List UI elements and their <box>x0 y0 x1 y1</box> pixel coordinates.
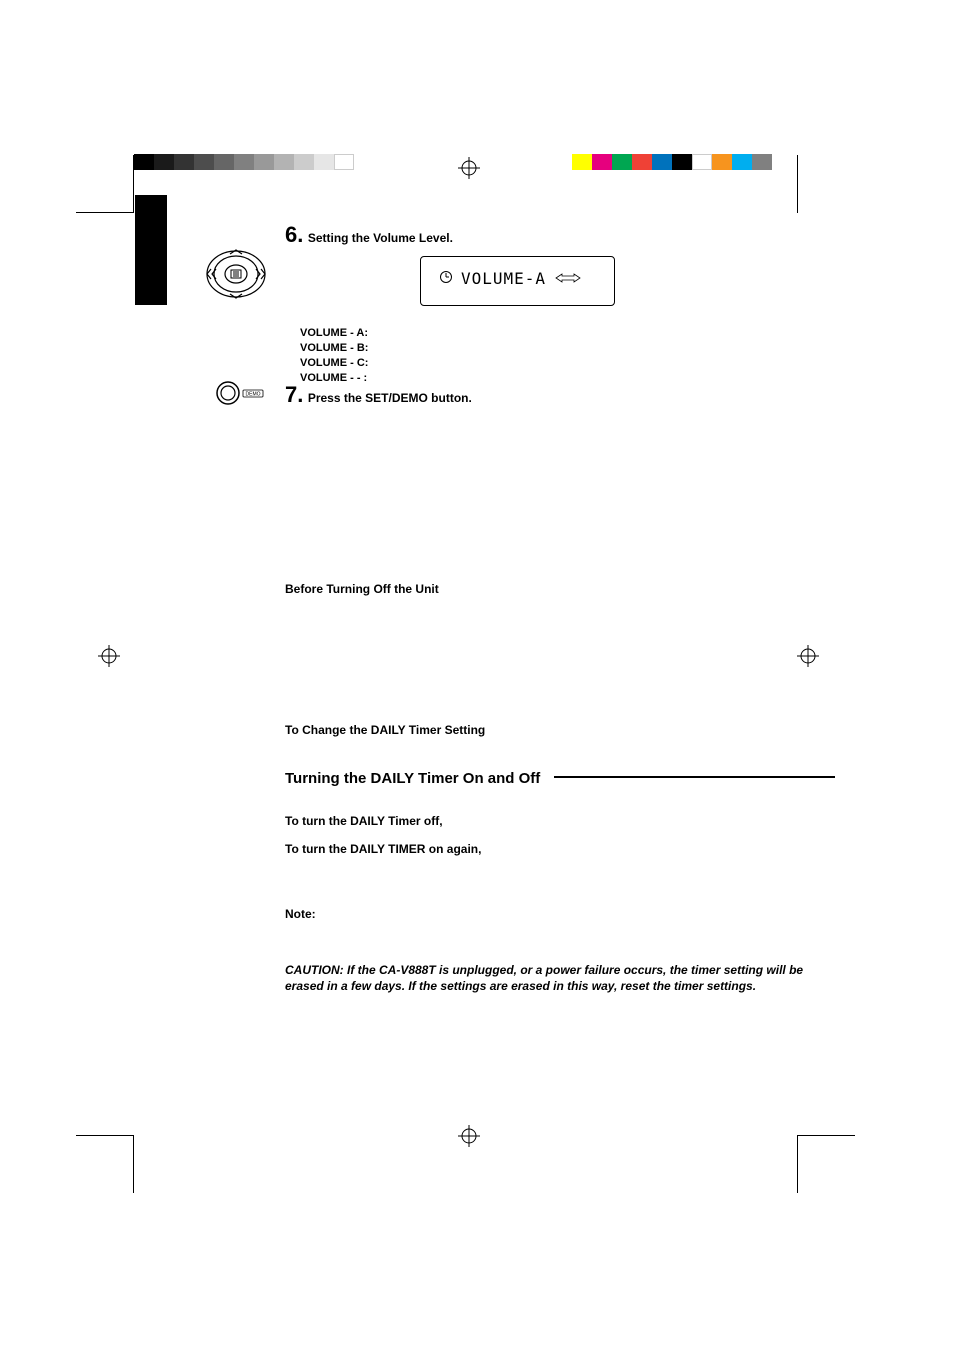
step-number: 7. <box>285 382 303 407</box>
change-daily-timer-heading: To Change the DAILY Timer Setting <box>285 723 485 737</box>
swatch <box>194 154 214 170</box>
lcd-text: VOLUME-A <box>461 269 546 288</box>
swatch <box>254 154 274 170</box>
crop-mark <box>76 212 134 213</box>
turn-off-heading: To turn the DAILY Timer off, <box>285 814 443 828</box>
clock-icon <box>439 270 453 287</box>
caution-text: CAUTION: If the CA-V888T is unplugged, o… <box>285 962 815 994</box>
swatch <box>692 154 712 170</box>
crop-mark <box>797 155 798 213</box>
demo-label: DEMO <box>246 392 261 398</box>
before-turning-off-heading: Before Turning Off the Unit <box>285 582 439 596</box>
swatch <box>154 154 174 170</box>
swatch <box>592 154 612 170</box>
step-7: 7. Press the SET/DEMO button. <box>285 382 472 408</box>
swatch <box>672 154 692 170</box>
swatch <box>632 154 652 170</box>
swatch <box>334 154 354 170</box>
grayscale-calibration-bar <box>134 154 354 170</box>
section-heading-text: Turning the DAILY Timer On and Off <box>285 770 540 787</box>
step-title: Setting the Volume Level. <box>308 231 453 245</box>
volume-option-c: VOLUME - C: <box>300 356 368 371</box>
lcd-display: VOLUME-A <box>420 256 615 306</box>
volume-option-a: VOLUME - A: <box>300 326 368 341</box>
crop-mark <box>797 1135 798 1193</box>
registration-mark-icon <box>458 157 480 179</box>
swatch <box>234 154 254 170</box>
swatch <box>652 154 672 170</box>
note-label: Note: <box>285 907 316 921</box>
set-demo-button-icon: DEMO <box>215 380 265 411</box>
turn-on-heading: To turn the DAILY TIMER on again, <box>285 842 481 856</box>
volume-options: VOLUME - A: VOLUME - B: VOLUME - C: VOLU… <box>300 326 368 385</box>
color-calibration-bar <box>572 154 772 170</box>
swatch <box>134 154 154 170</box>
swatch <box>294 154 314 170</box>
swatch <box>314 154 334 170</box>
heading-rule <box>554 776 835 778</box>
swatch <box>732 154 752 170</box>
registration-mark-icon <box>458 1125 480 1147</box>
swatch <box>752 154 772 170</box>
crop-mark <box>76 1135 134 1136</box>
section-heading: Turning the DAILY Timer On and Off <box>285 770 835 787</box>
crop-mark <box>797 1135 855 1136</box>
step-number: 6. <box>285 222 303 247</box>
crop-mark <box>133 1135 134 1193</box>
volume-option-b: VOLUME - B: <box>300 341 368 356</box>
registration-mark-icon <box>797 645 819 667</box>
swatch <box>274 154 294 170</box>
crop-mark <box>133 155 134 213</box>
swatch <box>612 154 632 170</box>
side-tab <box>135 195 167 305</box>
swatch <box>174 154 194 170</box>
registration-mark-icon <box>98 645 120 667</box>
swatch <box>712 154 732 170</box>
swatch <box>214 154 234 170</box>
swatch <box>572 154 592 170</box>
multi-jog-dial-icon <box>205 249 267 304</box>
step-title: Press the SET/DEMO button. <box>308 391 472 405</box>
arrow-left-right-icon <box>554 270 582 288</box>
step-6: 6. Setting the Volume Level. <box>285 222 815 252</box>
